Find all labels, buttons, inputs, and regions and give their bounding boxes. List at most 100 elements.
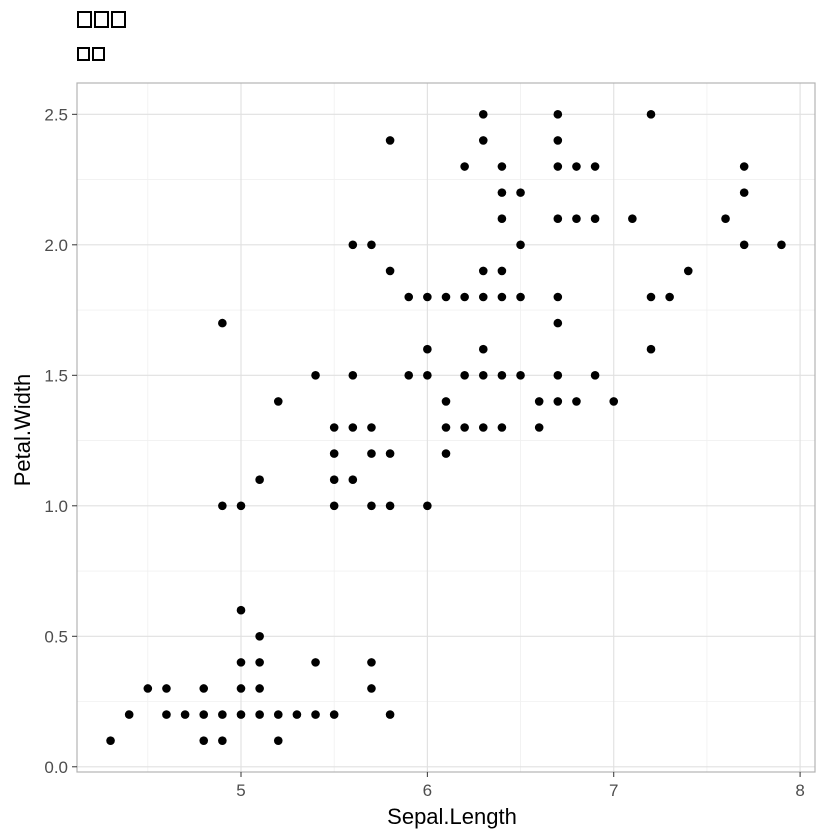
data-point [423,371,432,380]
data-point [572,162,581,171]
data-point [665,292,674,302]
data-point [273,736,283,745]
data-point [553,318,563,328]
data-point [441,292,451,302]
data-point [311,710,320,719]
data-point [236,710,246,719]
data-point [199,684,209,693]
data-point [516,292,525,302]
data-point [255,710,264,719]
x-axis-label: Sepal.Length [387,804,517,829]
y-axis-label: Petal.Width [10,374,35,487]
data-point [553,162,563,171]
data-point [255,658,264,667]
data-point [385,449,395,458]
data-point [348,423,358,432]
data-point [367,240,376,250]
data-point [646,110,656,119]
missing-glyph-box [77,47,90,61]
y-tick-label: 0.5 [44,627,68,646]
data-point [441,397,451,406]
data-point [516,240,525,250]
data-point [478,344,488,354]
data-point [553,371,563,380]
x-tick-label: 5 [236,781,245,800]
chart-title [77,11,128,33]
data-point [273,397,283,406]
data-point [162,684,171,693]
data-point [590,162,600,171]
x-tick-label: 7 [609,781,618,800]
data-point [255,684,264,693]
data-point [311,371,320,380]
data-point [218,736,227,745]
data-point [534,397,544,406]
data-point [255,631,264,641]
data-point [162,710,171,719]
data-point [218,318,227,328]
data-point [553,110,563,119]
data-point [441,449,451,458]
data-point [478,266,488,276]
y-axis-ticks: 0.0 0.5 1.0 1.5 2.0 2.5 [44,105,77,777]
data-points [106,110,786,745]
data-point [236,501,246,511]
data-point [329,475,339,484]
data-point [478,371,488,380]
data-point [590,214,600,224]
data-point [646,292,656,302]
data-point [423,501,432,511]
chart-subtitle [77,47,107,65]
data-point [367,684,376,693]
data-point [553,292,563,302]
data-point [423,344,432,354]
data-point [143,684,153,693]
data-point [572,214,581,224]
y-tick-label: 2.5 [44,105,68,124]
data-point [497,423,507,432]
data-point [273,710,283,719]
data-point [367,423,376,432]
data-point [572,397,581,406]
x-tick-label: 8 [795,781,804,800]
data-point [497,371,507,380]
y-tick-label: 2.0 [44,236,68,255]
data-point [199,736,209,745]
data-point [628,214,637,224]
missing-glyph-box [92,47,105,61]
data-point [385,136,395,145]
data-point [739,162,749,171]
data-point [497,214,507,224]
data-point [516,371,525,380]
data-point [497,188,507,197]
grid-lines [77,83,815,772]
data-point [348,371,358,380]
data-point [497,292,507,302]
data-point [367,449,376,458]
y-tick-label: 1.5 [44,366,68,385]
data-point [609,397,619,406]
data-point [497,162,507,171]
data-point [553,214,563,224]
data-point [683,266,693,276]
data-point [516,188,525,197]
y-tick-label: 1.0 [44,497,68,516]
data-point [478,136,488,145]
data-point [385,501,395,511]
data-point [329,710,339,719]
data-point [534,423,544,432]
data-point [460,162,469,171]
data-point [329,501,339,511]
data-point [124,710,134,719]
data-point [180,710,190,719]
missing-glyph-box [111,11,126,28]
data-point [721,214,730,224]
data-point [646,344,656,354]
data-point [404,371,414,380]
data-point [348,475,358,484]
data-point [218,710,227,719]
data-point [236,605,246,615]
data-point [236,684,246,693]
data-point [441,423,451,432]
data-point [367,658,376,667]
